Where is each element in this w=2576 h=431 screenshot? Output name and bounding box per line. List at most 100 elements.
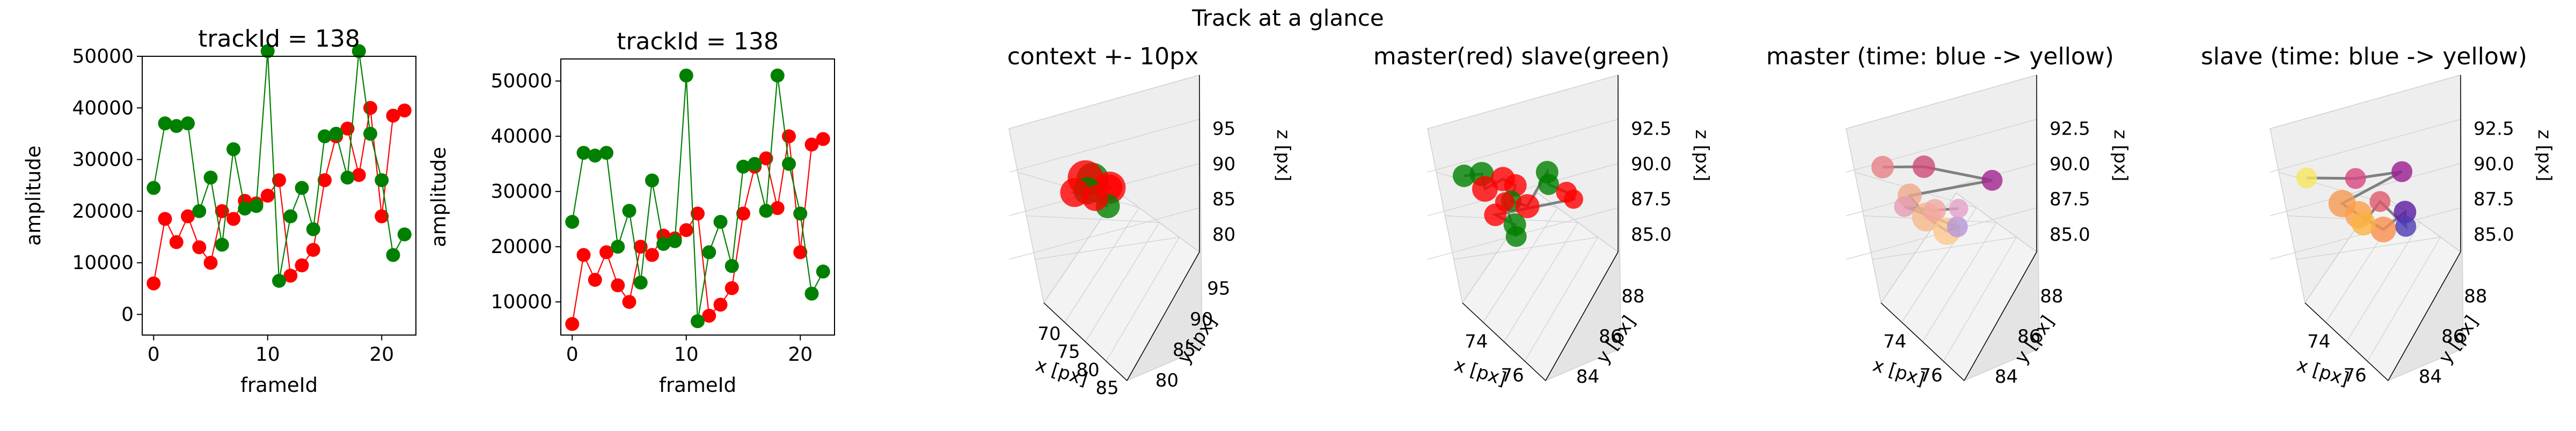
data-point [645, 248, 659, 262]
data-point [724, 281, 739, 295]
data-point [226, 212, 240, 226]
data-point [622, 204, 636, 218]
y-tick-label: 40000 [72, 97, 134, 119]
data-point [713, 214, 728, 229]
x-axis-label: x [px] [1452, 354, 1509, 390]
data-point [203, 256, 218, 270]
series-line-2 [572, 75, 824, 322]
x-tick-label: 20 [369, 344, 394, 366]
data-point [272, 273, 286, 288]
x-tick-label: 10 [674, 344, 699, 366]
data-point [611, 278, 625, 293]
data-point [169, 235, 184, 249]
data-point [340, 121, 355, 136]
z-tick-label: 85.0 [2473, 224, 2514, 246]
grid-line [1524, 237, 1599, 362]
scatter-point [1923, 199, 1946, 222]
y-tick-label: 85 [1173, 339, 1196, 361]
data-point [576, 146, 591, 160]
z-tick-label: 90 [1212, 153, 1235, 175]
data-point [816, 264, 830, 279]
z-tick-label: 95 [1212, 118, 1235, 140]
y-tick-label: 80 [1155, 370, 1179, 391]
grid-line [1008, 207, 1200, 260]
y-axis-line [1545, 251, 1619, 381]
data-point [203, 170, 218, 185]
y-tick-label: 86 [2017, 326, 2040, 347]
y-tick-label: 88 [2040, 286, 2063, 307]
plot-frame [142, 56, 416, 336]
y-tick-label: 84 [1576, 366, 1599, 388]
x-tick-label: 75 [1057, 341, 1080, 363]
scatter-point [2391, 161, 2413, 182]
data-point [702, 308, 716, 323]
y-tick-label: 20000 [491, 236, 552, 258]
figure-suptitle: Track at a glance [1191, 5, 1384, 31]
chart-title: master (time: blue -> yellow) [1766, 43, 2114, 70]
data-point [295, 181, 309, 195]
data-point [565, 214, 580, 229]
data-point [192, 204, 207, 218]
data-point [622, 295, 636, 309]
y-tick-label: 30000 [491, 181, 552, 203]
data-point [702, 245, 716, 259]
z-axis-label: z [px] [1691, 130, 1713, 182]
data-point [804, 137, 819, 152]
x-axis-line [1043, 302, 1128, 381]
data-point [599, 245, 613, 259]
y-axis-label: amplitude [22, 146, 45, 246]
scatter-point [1946, 216, 1968, 237]
data-point [147, 181, 161, 195]
x-tick-label: 74 [2307, 331, 2330, 353]
grid-line [1453, 236, 1598, 260]
data-point [759, 151, 773, 166]
y-tick-label: 40000 [491, 125, 552, 147]
data-point [668, 234, 682, 248]
z-tick-label: 92.5 [2473, 118, 2514, 140]
scatter-point [1082, 185, 1108, 211]
data-point [306, 222, 320, 236]
scatter-point [2345, 168, 2366, 189]
z-tick-label: 85 [1212, 189, 1235, 210]
data-point [318, 129, 332, 144]
z-tick-label: 90.0 [2050, 153, 2090, 175]
data-point [283, 209, 298, 224]
data-point [363, 127, 377, 141]
z-tick-label: 85.0 [1631, 224, 1672, 246]
data-point [352, 44, 366, 58]
x-tick-label: 76 [1501, 365, 1524, 387]
y-tick-label: 20000 [72, 200, 134, 222]
data-point [147, 276, 161, 291]
scatter-point [1453, 165, 1475, 187]
scatter-point [2351, 211, 2376, 236]
grid-line [1035, 236, 1180, 260]
z-tick-label: 90.0 [2473, 153, 2514, 175]
x-axis-label: frameId [659, 374, 736, 397]
z-tick-label: 90.0 [1631, 153, 1672, 175]
x-axis-line [2304, 302, 2389, 381]
y-tick-label: 50000 [491, 70, 552, 92]
grid-line [1064, 207, 1140, 323]
data-point [679, 68, 693, 83]
data-point [736, 206, 750, 221]
scatter-point [2296, 167, 2317, 189]
data-point [633, 276, 648, 290]
y-tick-label: 10000 [491, 291, 552, 313]
x-tick-label: 85 [1096, 377, 1119, 399]
x-tick-label: 10 [255, 344, 280, 366]
x-tick-label: 20 [788, 344, 813, 366]
data-point [656, 237, 671, 251]
y-tick-label: 10000 [72, 252, 134, 274]
series-line-2 [153, 51, 405, 281]
grid-line [2270, 118, 2461, 173]
data-point [215, 237, 229, 252]
scatter-point [1538, 174, 1560, 195]
grid-line [2367, 237, 2441, 362]
data-point [565, 317, 580, 331]
scatter-point [1871, 155, 1894, 179]
x-axis-line [1880, 302, 1965, 381]
plot-frame [560, 58, 835, 336]
data-point [158, 212, 172, 226]
